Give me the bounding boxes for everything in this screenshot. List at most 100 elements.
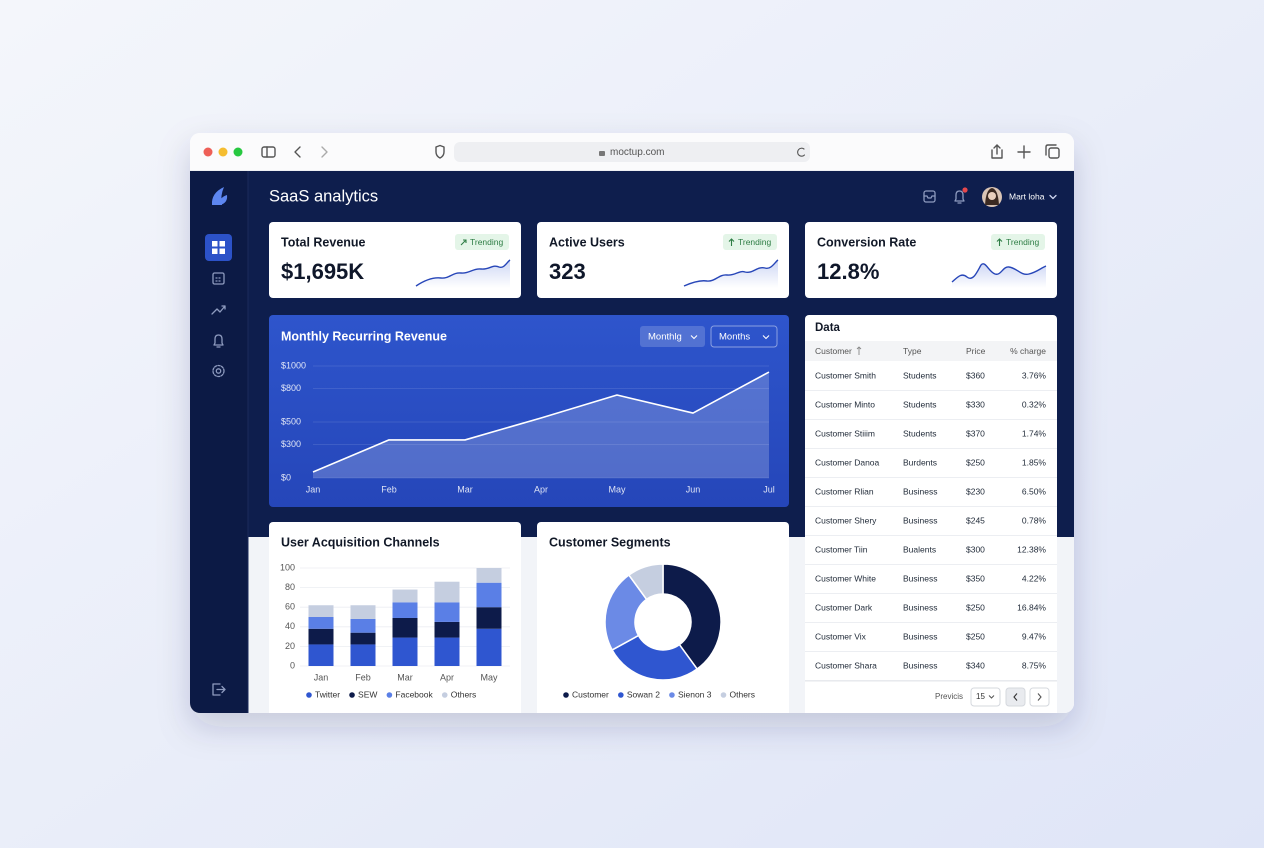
- share-button[interactable]: [991, 144, 1003, 159]
- y-tick-label: $1000: [281, 360, 306, 370]
- sparkline: [951, 263, 1047, 283]
- user-name[interactable]: Mart loha: [1009, 191, 1045, 201]
- minimize-button[interactable]: [218, 147, 228, 157]
- address-bar[interactable]: [454, 142, 810, 162]
- url: moctup.com: [610, 147, 664, 158]
- trend-arrow: [996, 238, 1003, 246]
- nav-settings[interactable]: [212, 364, 225, 378]
- kpi-card: Conversion Rate 12.8% Trending: [805, 222, 1057, 298]
- user-menu-chevron[interactable]: [1049, 194, 1057, 200]
- column-header[interactable]: Type: [903, 346, 922, 356]
- table-cell: Customer Vix: [815, 631, 867, 641]
- x-tick-label: Mar: [397, 672, 413, 682]
- table-cell: $230: [966, 486, 985, 496]
- bar-segment: [434, 581, 460, 603]
- chart-title: Customer Segments: [549, 535, 671, 549]
- page-size-select[interactable]: [970, 687, 1001, 707]
- kpi-value: $1,695K: [281, 259, 364, 284]
- table-cell: $250: [966, 457, 985, 467]
- lock-icon: [599, 151, 605, 156]
- table-cell: 4.22%: [1022, 573, 1047, 583]
- table-cell: 8.75%: [1022, 660, 1047, 670]
- y-tick-label: 100: [280, 562, 295, 572]
- table-cell: $250: [966, 602, 985, 612]
- table-cell: $370: [966, 428, 985, 438]
- page-size: 15: [976, 692, 985, 701]
- charts: Monthly Recurring Revenue $0 $300 $500 $800 $…: [280, 329, 775, 699]
- notifications-button[interactable]: [954, 190, 965, 204]
- x-tick-label: Feb: [381, 484, 397, 494]
- column-header[interactable]: Customer: [815, 346, 852, 356]
- nav-dashboard[interactable]: [205, 234, 232, 261]
- nav-calendar[interactable]: [212, 272, 225, 285]
- x-tick-label: Mar: [457, 484, 473, 494]
- legend-swatch: [720, 692, 727, 698]
- donut-segment: [627, 563, 664, 601]
- nav-trends[interactable]: [211, 305, 226, 315]
- table-cell: 9.47%: [1022, 631, 1047, 641]
- next-icon: [1037, 693, 1042, 701]
- y-tick-label: $0: [281, 472, 291, 482]
- donut-chart-card: [537, 522, 789, 713]
- range-dropdown[interactable]: [710, 325, 778, 348]
- legend-swatch: [563, 692, 569, 698]
- table-cell: 0.78%: [1022, 515, 1047, 525]
- table-cell: $330: [966, 399, 985, 409]
- bar-segment: [476, 607, 502, 629]
- back-button[interactable]: [294, 146, 301, 158]
- page-title: SaaS analytics: [269, 187, 378, 205]
- close-button[interactable]: [203, 147, 213, 157]
- table-cell: Customer Tiin: [815, 544, 868, 554]
- y-tick-label: 40: [285, 621, 295, 631]
- chevron: [690, 335, 698, 340]
- chevron: [762, 335, 770, 340]
- table-cell: Customer Shery: [815, 515, 877, 525]
- period-dropdown-label: Monthlg: [648, 332, 682, 343]
- table-cell: Business: [903, 573, 938, 583]
- inbox-button[interactable]: [923, 190, 936, 203]
- legend-label: Others: [730, 689, 756, 699]
- y-tick-label: $500: [281, 416, 301, 426]
- kpi-badge-label: Trending: [738, 237, 772, 247]
- bar-segment: [434, 637, 460, 666]
- nav-logout[interactable]: [212, 683, 226, 696]
- sparkline-area: [684, 260, 778, 288]
- sidebar-toggle[interactable]: [261, 146, 276, 158]
- tabs-button[interactable]: [1045, 144, 1060, 159]
- y-tick-label: 80: [285, 582, 295, 592]
- period-dropdown[interactable]: [640, 326, 705, 347]
- column-header[interactable]: Price: [966, 346, 986, 356]
- kpi-value: 323: [549, 259, 586, 284]
- legend-label: Facebook: [395, 689, 433, 699]
- table-cell: Business: [903, 515, 938, 525]
- avatar-face: [988, 192, 996, 200]
- window: moctup.com SaaS analytics Mart loha Tota…: [190, 133, 1074, 713]
- bar-segment: [392, 617, 418, 638]
- reload-button[interactable]: [797, 147, 806, 157]
- x-tick-label: Feb: [355, 672, 371, 682]
- logo: [211, 187, 228, 205]
- forward-button[interactable]: [321, 146, 328, 158]
- table-cell: Burdents: [903, 457, 937, 467]
- donut-segment: [662, 563, 722, 670]
- zoom-button[interactable]: [233, 147, 243, 157]
- chart-title: User Acquisition Channels: [281, 535, 440, 549]
- pagination-label: Previcis: [935, 692, 963, 701]
- kpi-badge: [455, 234, 509, 250]
- bar-segment: [476, 628, 502, 666]
- nav-alerts[interactable]: [213, 334, 224, 348]
- next-page-button[interactable]: [1029, 687, 1050, 707]
- x-tick-label: Apr: [534, 484, 548, 494]
- table-cell: Customer Rlian: [815, 486, 874, 496]
- bar-segment: [434, 602, 460, 622]
- prev-page-button[interactable]: [1005, 687, 1026, 707]
- kpi-label: Total Revenue: [281, 235, 366, 249]
- sort-icon[interactable]: [856, 346, 862, 355]
- notification-dot: [962, 187, 968, 193]
- bar-segment: [392, 602, 418, 618]
- area: [313, 372, 769, 478]
- new-tab-button[interactable]: [1017, 145, 1031, 159]
- column-header[interactable]: % charge: [1010, 346, 1046, 356]
